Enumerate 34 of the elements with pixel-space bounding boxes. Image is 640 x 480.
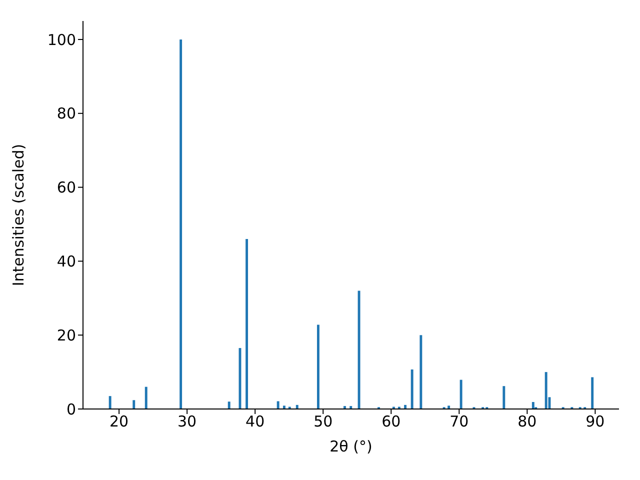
- bar: [460, 380, 462, 409]
- x-tick-label: 70: [450, 412, 469, 431]
- bar: [544, 372, 548, 409]
- bar: [448, 406, 450, 409]
- bar: [532, 402, 534, 409]
- bar: [282, 406, 286, 409]
- y-tick-label: 0: [66, 400, 76, 418]
- bar: [420, 335, 422, 409]
- x-tick-label: 60: [382, 412, 401, 431]
- x-tick-label: 90: [586, 412, 605, 431]
- y-axis-title: Intensities (scaled): [9, 144, 28, 286]
- x-tick-label: 80: [518, 412, 537, 431]
- y-tick-label: 80: [56, 104, 76, 123]
- bar: [410, 369, 414, 409]
- bar: [228, 402, 230, 409]
- y-tick-label: 60: [56, 178, 76, 197]
- bar: [144, 386, 148, 409]
- bar: [108, 396, 112, 409]
- bar: [276, 401, 280, 409]
- y-tick-label: 20: [56, 326, 76, 344]
- bar: [246, 239, 248, 409]
- bar: [358, 290, 360, 409]
- y-tick-label: 100: [47, 30, 76, 49]
- bar: [132, 400, 136, 409]
- bar: [180, 39, 182, 409]
- x-axis-title: 2θ (°): [330, 438, 372, 456]
- x-tick-label: 30: [178, 412, 197, 431]
- x-tick-label: 20: [110, 412, 129, 431]
- bar: [591, 377, 594, 409]
- x-tick-label: 50: [314, 412, 333, 431]
- y-tick-label: 40: [56, 252, 76, 271]
- bar: [316, 324, 320, 409]
- x-tick-label: 40: [246, 412, 265, 431]
- bar: [502, 386, 506, 409]
